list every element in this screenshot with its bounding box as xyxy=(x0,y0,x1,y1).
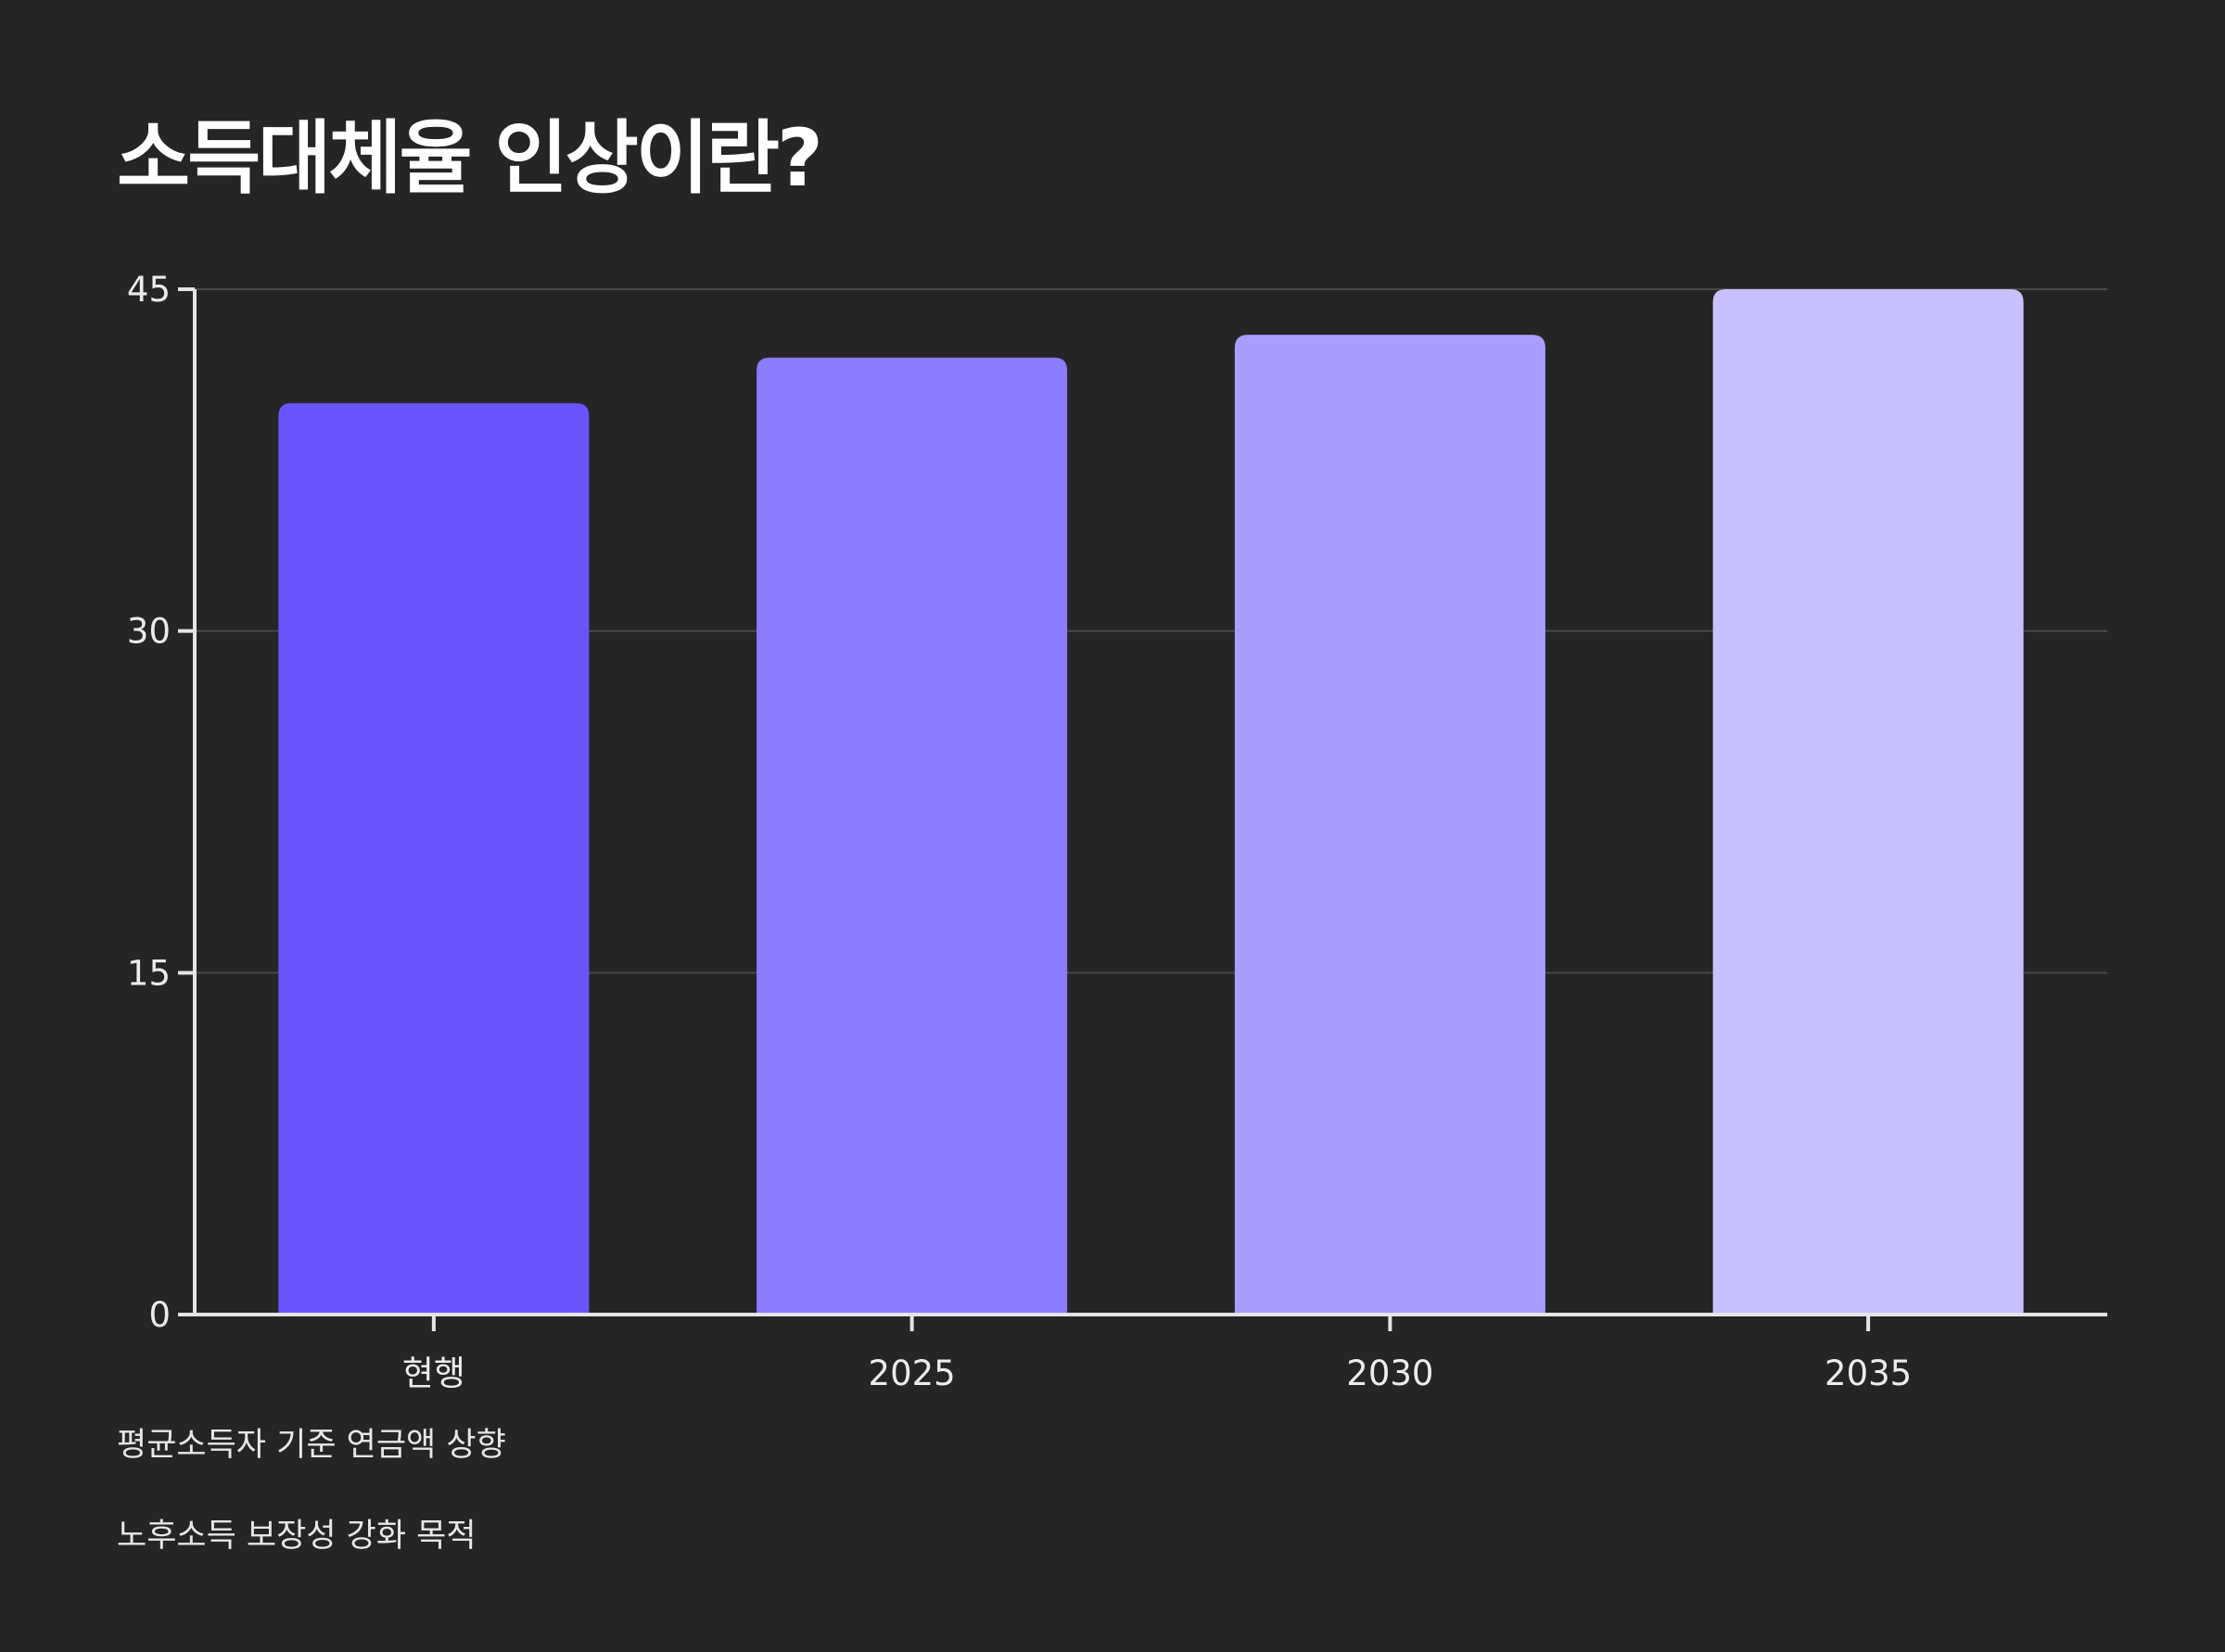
bar-2025 xyxy=(756,357,1068,1315)
y-tick-label-45: 45 xyxy=(127,270,171,310)
x-tick-label-2030: 2030 xyxy=(1346,1353,1433,1393)
x-tick-label-2035: 2035 xyxy=(1824,1353,1912,1393)
x-tick-label-2025: 2025 xyxy=(869,1353,956,1393)
bar-2030 xyxy=(1234,335,1545,1315)
bar-현행 xyxy=(278,402,590,1315)
x-tick-label-현행: 현행 xyxy=(402,1353,465,1393)
y-tick-label-15: 15 xyxy=(127,953,171,993)
y-tick-label-0: 0 xyxy=(148,1295,171,1335)
chart-title: 소득대체율 인상이란? xyxy=(117,112,823,205)
note-line-1: 평균소득자 기준 연금액 상향 xyxy=(117,1427,506,1464)
y-tick-label-30: 30 xyxy=(127,612,171,652)
bar-2035 xyxy=(1712,289,2024,1315)
note-line-2: 노후소득 보장성 강화 목적 xyxy=(117,1518,477,1555)
